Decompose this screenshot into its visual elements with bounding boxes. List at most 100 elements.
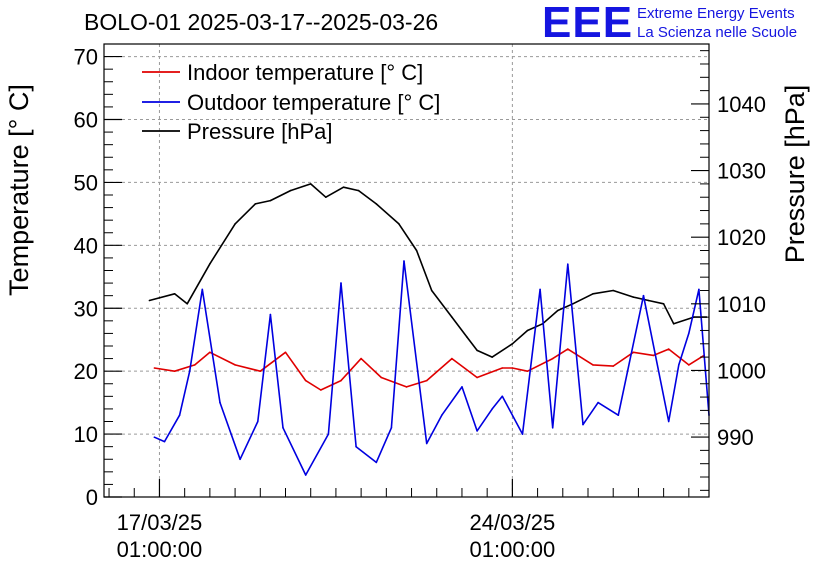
data-point [178, 414, 181, 417]
data-point [451, 316, 453, 318]
logo-caption: Extreme Energy Events La Scienza nelle S… [637, 4, 797, 42]
data-point [521, 433, 524, 435]
data-point [617, 414, 620, 417]
data-point [466, 336, 468, 338]
data-point [678, 364, 680, 366]
data-point [194, 364, 196, 366]
left-tick-label: 50 [74, 170, 98, 195]
right-axis-label: Pressure [hPa] [780, 85, 810, 264]
data-point [476, 376, 478, 379]
data-point [592, 293, 594, 295]
right-axis: 990 1000 1010 1020 1030 1040 [691, 50, 766, 491]
data-point [282, 427, 284, 429]
data-point [688, 364, 690, 366]
data-point [461, 386, 463, 388]
data-point [526, 329, 529, 332]
data-point [173, 370, 176, 373]
left-tick-label: 70 [74, 45, 98, 70]
data-point [234, 364, 236, 366]
data-point [567, 348, 569, 350]
data-point [148, 299, 151, 302]
data-point [269, 313, 272, 316]
data-point [612, 365, 614, 367]
data-point [415, 249, 418, 252]
data-point [355, 445, 357, 448]
data-point [425, 379, 428, 382]
right-tick-label: 1000 [717, 358, 766, 383]
data-point [688, 332, 690, 335]
data-point [539, 288, 541, 291]
data-point [592, 364, 594, 366]
left-tick-label: 30 [74, 296, 98, 321]
data-point [476, 430, 478, 432]
series-line [154, 348, 705, 391]
data-point [398, 223, 400, 225]
data-point [304, 379, 307, 382]
data-point [403, 260, 405, 262]
data-point [239, 458, 241, 461]
data-point [662, 303, 665, 305]
data-point [693, 316, 695, 318]
chart-title: BOLO-01 2025-03-17--2025-03-26 [84, 9, 439, 35]
x-tick-date: 24/03/25 [470, 510, 556, 535]
data-point [642, 294, 645, 297]
left-tick-label: 20 [74, 359, 98, 384]
data-point [476, 349, 478, 352]
data-point [501, 367, 504, 369]
series-layer [148, 183, 710, 476]
data-point [582, 423, 584, 426]
data-point [491, 356, 494, 358]
data-point [667, 348, 670, 350]
data-point [327, 433, 330, 435]
data-point [557, 309, 559, 312]
data-point [511, 367, 514, 369]
data-point [153, 367, 156, 369]
data-point [652, 354, 655, 357]
x-tick-date: 17/03/25 [117, 510, 203, 535]
data-point [357, 189, 360, 192]
data-point [390, 427, 393, 429]
legend-label: Outdoor temperature [° C] [187, 90, 440, 115]
data-point [425, 442, 428, 445]
data-point [526, 370, 529, 373]
data-point [501, 395, 504, 398]
left-axis: 0 10 20 30 40 50 60 70 [74, 43, 122, 510]
right-tick-label: 1040 [717, 92, 766, 117]
data-point [597, 401, 599, 404]
left-axis-label: Temperature [° C] [4, 84, 34, 296]
eee-logo: EEE [542, 0, 634, 47]
legend-label: Pressure [hPa] [187, 119, 333, 144]
data-point [360, 357, 362, 360]
right-tick-label: 990 [717, 425, 754, 450]
data-point [209, 263, 211, 265]
right-tick-label: 1010 [717, 292, 766, 317]
data-point [647, 299, 650, 302]
data-point [698, 288, 700, 291]
left-tick-label: 10 [74, 422, 98, 447]
data-point [511, 343, 514, 345]
right-tick-label: 1030 [717, 159, 766, 184]
data-point [219, 401, 221, 404]
legend: Indoor temperature [° C] Outdoor temperat… [142, 60, 440, 144]
logo-line-2: La Scienza nelle Scuole [637, 24, 798, 41]
data-point [201, 288, 204, 291]
data-point [572, 303, 574, 305]
data-point [173, 293, 176, 295]
data-point [188, 370, 191, 373]
data-point [163, 440, 166, 443]
left-tick-label: 60 [74, 108, 98, 133]
data-point [153, 436, 156, 439]
data-point [289, 189, 292, 192]
data-point [430, 289, 433, 292]
data-point [340, 282, 342, 284]
data-point [254, 203, 257, 205]
data-point [380, 376, 383, 379]
data-point [441, 414, 443, 417]
data-point [186, 303, 188, 305]
data-point [451, 357, 453, 360]
data-point [269, 199, 272, 202]
data-point [612, 289, 614, 292]
data-point [567, 263, 569, 266]
